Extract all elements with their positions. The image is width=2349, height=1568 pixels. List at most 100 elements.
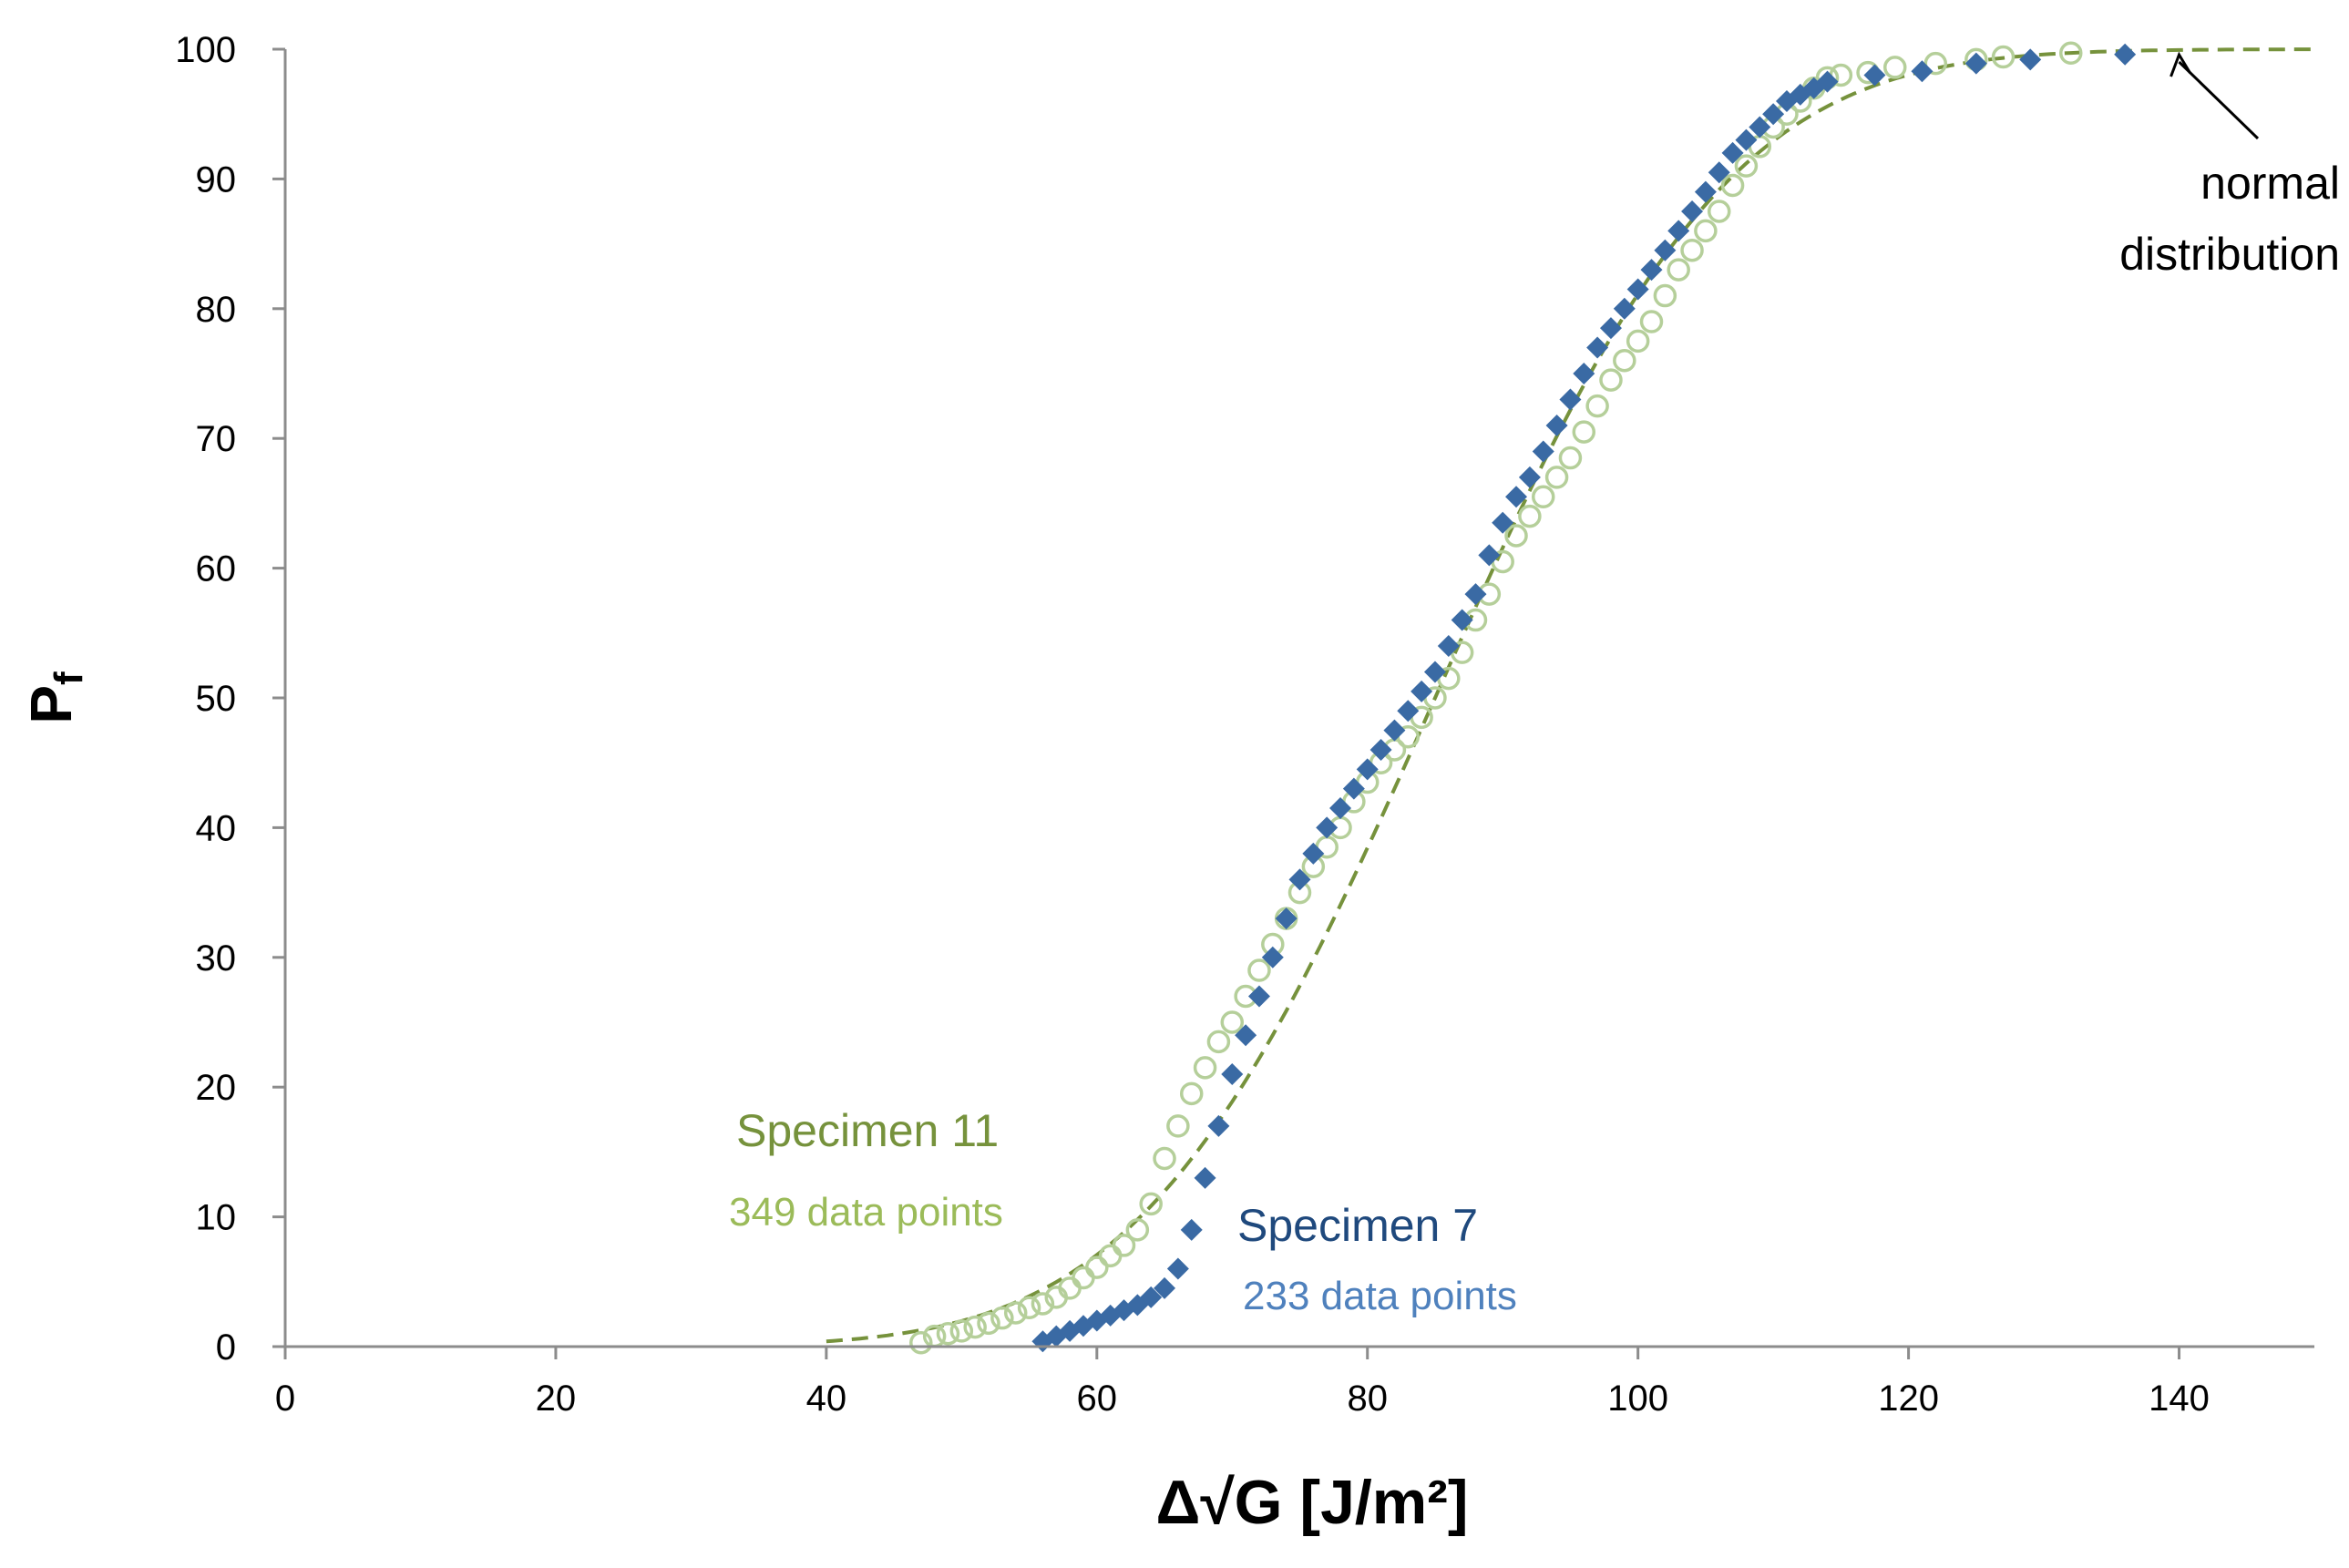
specimen-11-point <box>1072 1266 1095 1290</box>
specimen-7-point <box>1911 60 1934 83</box>
specimen-7-point <box>1681 200 1704 222</box>
x-tick-label: 20 <box>536 1378 577 1419</box>
specimen-7-point <box>1180 1218 1203 1241</box>
specimen-11-point <box>1220 1010 1245 1034</box>
specimen-11-point <box>1599 368 1623 392</box>
specimen-11-point <box>1720 173 1745 198</box>
specimen-7-point <box>1397 700 1420 723</box>
specimen-11-point <box>909 1330 933 1355</box>
x-tick-label: 120 <box>1878 1378 1939 1419</box>
specimen-7-point <box>2114 43 2137 66</box>
specimen-7-point <box>1573 363 1595 384</box>
specimen-7-point <box>1451 609 1473 631</box>
specimen-11-point <box>1991 45 2016 69</box>
specimen-11-point <box>1544 466 1569 489</box>
specimen-7-point <box>1599 317 1622 340</box>
y-tick-label: 30 <box>196 938 237 979</box>
y-axis-title-sub: f <box>46 671 91 685</box>
specimen-7-point <box>1437 635 1460 658</box>
specimen-7-point <box>1235 1024 1257 1047</box>
specimen-11-point <box>2059 41 2083 66</box>
specimen-11-point <box>1206 1030 1231 1054</box>
normal-distribution-arrow <box>2169 51 2260 140</box>
specimen-11-point <box>1734 154 1759 178</box>
specimen-7-point <box>1640 259 1663 282</box>
specimen-11-point <box>1923 51 1948 76</box>
specimen-7-point <box>1261 946 1284 968</box>
specimen-11-point <box>1572 420 1596 444</box>
specimen-11-point <box>1031 1292 1055 1316</box>
specimen-7-point <box>1964 52 1987 75</box>
y-tick-label: 100 <box>175 30 236 70</box>
specimen-7-point <box>1275 907 1298 930</box>
specimen-7-point <box>1749 116 1771 138</box>
specimen-7-point <box>1342 777 1365 800</box>
specimen-7-point <box>1586 336 1609 359</box>
specimen-7-point <box>1505 486 1528 508</box>
specimen-11-point <box>1179 1081 1204 1106</box>
specimen-7-point <box>1478 544 1501 567</box>
specimen-7-point <box>1863 64 1886 87</box>
specimen-11-point <box>1166 1114 1190 1138</box>
specimen-7-point <box>1329 797 1352 820</box>
specimen-11-point <box>1085 1255 1109 1279</box>
specimen-7-points <box>1031 43 2137 1353</box>
specimen-7-point <box>1626 278 1649 301</box>
y-tick-label: 80 <box>196 290 237 330</box>
specimen-11-point <box>1098 1244 1123 1268</box>
specimen-11-point <box>1193 1056 1217 1080</box>
specimen-7-point <box>1194 1166 1216 1189</box>
specimen-7-point <box>1369 738 1392 761</box>
x-axis-title: Δ√G [J/m²] <box>1155 1468 1468 1537</box>
specimen-11-point <box>990 1306 1014 1330</box>
specimen-7-point <box>1492 511 1514 534</box>
specimen-11-point <box>1883 56 1907 79</box>
y-tick-label: 40 <box>196 808 237 848</box>
y-tick-label: 60 <box>196 549 237 589</box>
specimen-11-points <box>909 41 2083 1355</box>
specimen-11-point <box>1125 1218 1150 1242</box>
specimen-11-point <box>1504 524 1528 548</box>
specimen-7-point <box>1247 985 1270 1008</box>
normal-distribution-label-line2: distribution <box>2119 229 2340 280</box>
x-tick-label: 100 <box>1607 1378 1668 1419</box>
specimen-7-point <box>1221 1062 1244 1085</box>
x-tick-label: 80 <box>1347 1378 1388 1419</box>
specimen-11-point <box>1003 1301 1028 1325</box>
specimen-7-point <box>1532 440 1554 463</box>
specimen-7-point <box>1708 161 1730 184</box>
specimen-7-point <box>1288 868 1311 891</box>
specimen-11-point <box>963 1315 987 1339</box>
specimen-7-point <box>1410 680 1433 702</box>
y-ticks: 0 10 20 30 40 50 60 70 80 90 100 <box>175 30 285 1368</box>
specimen-7-count: 233 data points <box>1243 1274 1517 1318</box>
specimen-11-point <box>977 1311 1000 1336</box>
y-tick-label: 70 <box>196 419 237 459</box>
y-tick-label: 0 <box>216 1327 236 1368</box>
specimen-7-point <box>1464 583 1487 606</box>
specimen-11-point <box>1639 310 1664 333</box>
specimen-11-point <box>949 1319 974 1343</box>
arrow-head <box>2169 51 2191 77</box>
specimen-11-point <box>1247 958 1271 982</box>
specimen-11-point <box>1694 219 1718 243</box>
specimen-7-point <box>1654 239 1677 261</box>
specimen-11-point <box>1653 283 1677 308</box>
specimen-11-point <box>1153 1146 1176 1171</box>
specimen-7-point <box>1423 661 1446 683</box>
specimen-11-point <box>1531 485 1555 509</box>
specimen-7-point <box>1735 128 1758 151</box>
specimen-11-point <box>1626 329 1650 354</box>
specimen-7-point <box>1518 466 1541 488</box>
fit-layer <box>826 47 2314 1344</box>
specimen-7-point <box>1383 719 1406 742</box>
x-ticks: 0 20 40 60 80 100 120 140 <box>275 1347 2210 1419</box>
specimen-11-point <box>1707 200 1731 223</box>
y-axis-title: Pf <box>18 671 91 724</box>
specimen-11-point <box>1558 446 1583 470</box>
x-tick-label: 40 <box>806 1378 847 1419</box>
specimen-7-point <box>1613 297 1636 320</box>
y-tick-label: 10 <box>196 1198 237 1238</box>
specimen-11-point <box>936 1322 960 1346</box>
